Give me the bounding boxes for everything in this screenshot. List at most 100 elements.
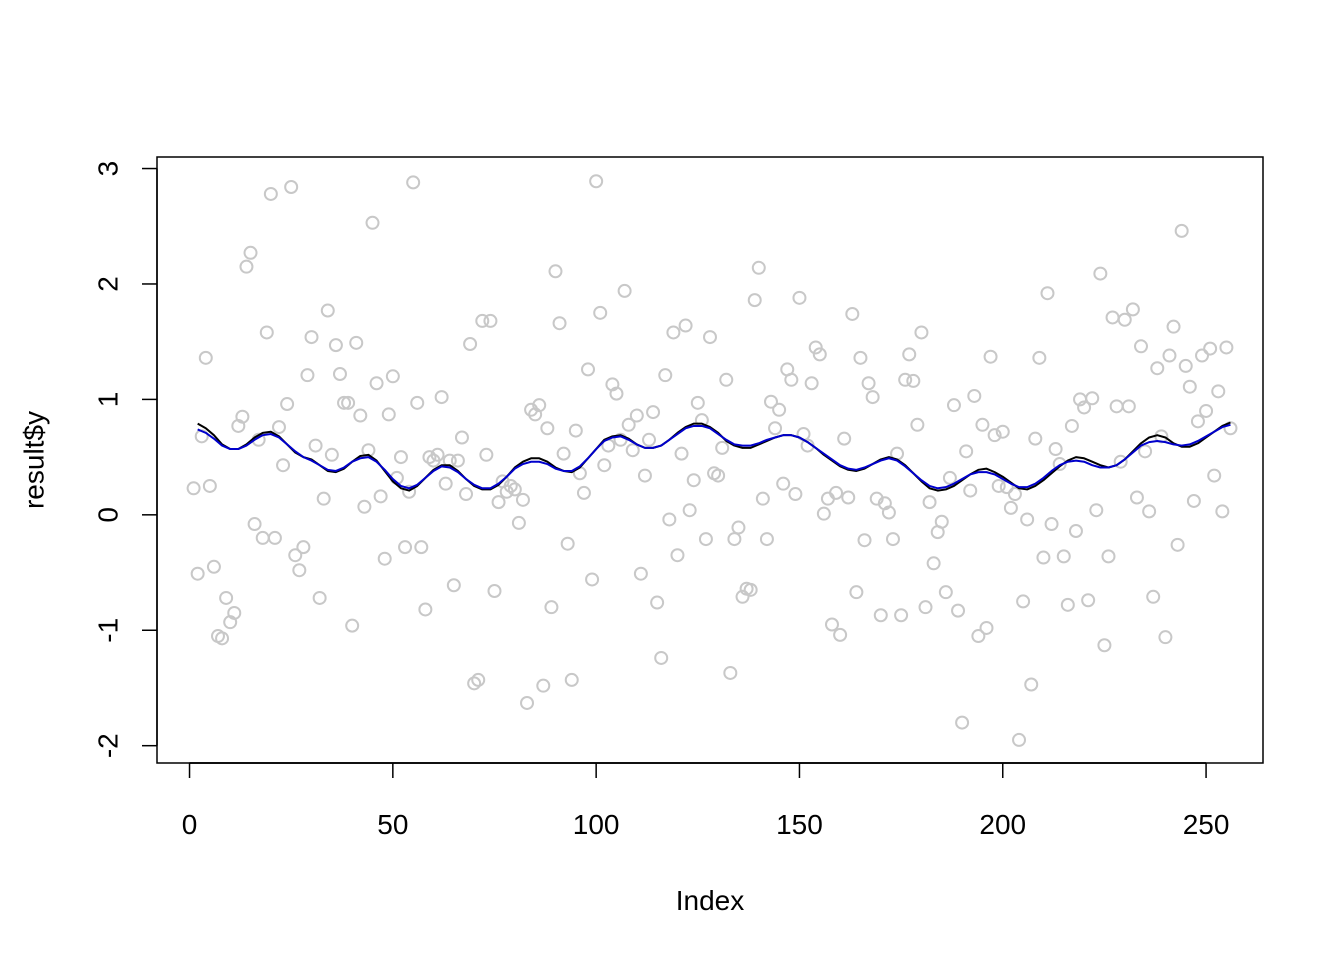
data-point — [564, 672, 579, 687]
data-point — [215, 631, 230, 646]
data-point — [959, 444, 974, 459]
data-point — [918, 600, 933, 615]
data-point — [589, 174, 604, 189]
data-point — [755, 491, 770, 506]
data-point — [328, 338, 343, 353]
y-tick-label: 2 — [92, 276, 123, 292]
data-point — [914, 325, 929, 340]
data-point — [1125, 302, 1140, 317]
data-point — [402, 484, 417, 499]
data-point — [1040, 286, 1055, 301]
data-point — [259, 325, 274, 340]
data-point — [751, 260, 766, 275]
data-point — [593, 305, 608, 320]
data-point — [276, 458, 291, 473]
data-point — [621, 417, 636, 432]
data-point — [784, 372, 799, 387]
data-point — [198, 350, 213, 365]
data-point — [463, 336, 478, 351]
data-point — [881, 505, 896, 520]
data-point — [503, 478, 518, 493]
data-point — [316, 491, 331, 506]
data-point — [190, 566, 205, 581]
data-point — [544, 600, 559, 615]
data-point — [1097, 638, 1112, 653]
data-point — [816, 506, 831, 521]
data-point — [646, 405, 661, 420]
data-point — [1068, 523, 1083, 538]
data-point — [674, 446, 689, 461]
data-point — [971, 629, 986, 644]
x-tick-label: 100 — [573, 809, 620, 840]
data-point — [703, 330, 717, 345]
data-point — [1142, 504, 1157, 519]
data-point — [1081, 593, 1096, 608]
data-point — [642, 432, 657, 447]
data-point — [991, 478, 1006, 493]
data-point — [219, 590, 234, 605]
data-point — [743, 582, 758, 597]
data-point — [324, 447, 339, 462]
data-point — [377, 551, 392, 566]
data-point — [1101, 549, 1116, 564]
data-point — [1223, 421, 1238, 436]
data-point — [487, 584, 502, 599]
data-point — [475, 313, 490, 328]
data-point — [267, 530, 282, 545]
data-point — [1146, 589, 1161, 604]
data-point — [1170, 537, 1185, 552]
data-point — [987, 428, 1002, 443]
data-point — [776, 476, 791, 491]
data-point — [963, 483, 978, 498]
data-point — [1166, 319, 1181, 334]
data-point — [1007, 487, 1022, 502]
data-point — [353, 408, 368, 423]
data-point — [1174, 223, 1189, 238]
data-point — [698, 532, 713, 547]
data-point — [422, 450, 437, 465]
data-point — [1134, 339, 1149, 354]
data-point — [1182, 379, 1197, 394]
data-point — [873, 608, 888, 623]
data-point — [235, 409, 250, 424]
data-point — [808, 340, 823, 355]
data-point — [682, 503, 697, 518]
data-point — [434, 390, 449, 405]
data-point — [308, 438, 323, 453]
data-point — [385, 369, 400, 384]
data-point — [1003, 500, 1018, 515]
data-point — [206, 559, 221, 574]
data-point — [1211, 384, 1226, 399]
data-point — [540, 421, 555, 436]
data-point — [271, 420, 286, 435]
data-point — [633, 566, 648, 581]
data-point — [320, 303, 335, 318]
data-point — [894, 608, 909, 623]
data-point — [723, 665, 738, 680]
data-point — [1121, 399, 1136, 414]
data-point — [955, 715, 970, 730]
data-point — [1219, 340, 1234, 355]
scatter-points — [186, 174, 1238, 747]
smooth-lines — [197, 421, 1231, 492]
data-point — [678, 318, 693, 333]
data-point — [332, 367, 347, 382]
data-point — [349, 335, 364, 350]
data-point — [418, 602, 433, 617]
data-point — [759, 532, 774, 547]
data-point — [804, 376, 819, 391]
data-point — [1199, 403, 1214, 418]
data-point — [263, 186, 278, 201]
x-tick-label: 200 — [979, 809, 1026, 840]
data-point — [560, 536, 575, 551]
data-point — [1016, 594, 1031, 609]
data-point — [967, 388, 982, 403]
data-point — [983, 349, 998, 364]
data-point — [829, 485, 844, 500]
data-point — [942, 470, 957, 485]
data-point — [406, 175, 421, 190]
data-point — [357, 499, 372, 514]
data-point — [946, 398, 961, 413]
data-point — [459, 487, 474, 502]
data-point — [186, 481, 201, 496]
